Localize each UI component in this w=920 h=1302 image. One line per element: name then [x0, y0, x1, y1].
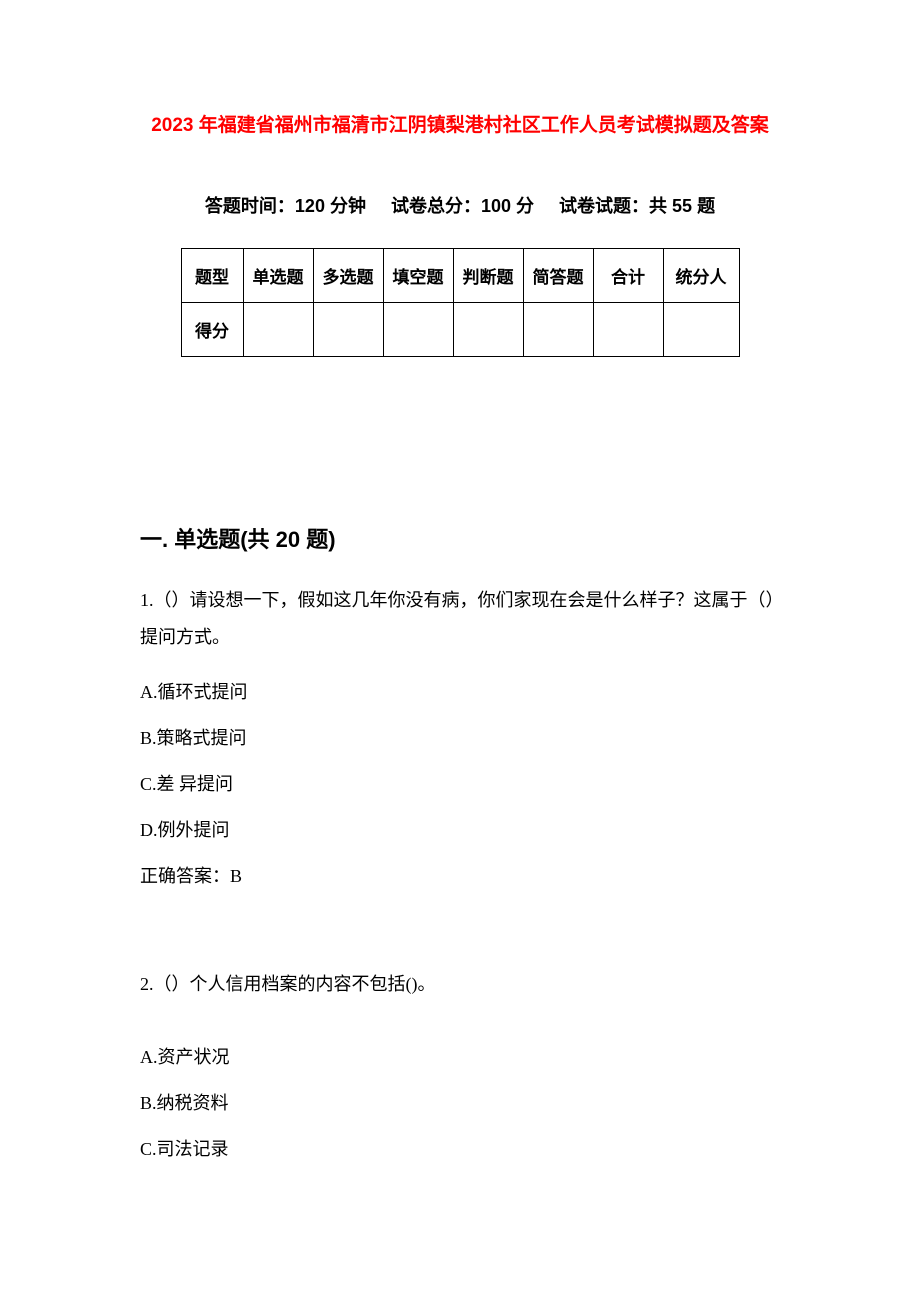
- row1-label: 题型: [181, 249, 243, 303]
- score-scorer: [663, 303, 739, 357]
- score-total: [593, 303, 663, 357]
- score-judge: [453, 303, 523, 357]
- q1-option-a: A.循环式提问: [140, 678, 780, 704]
- table-header-row: 题型 单选题 多选题 填空题 判断题 简答题 合计 统分人: [181, 249, 739, 303]
- total-value: 100 分: [481, 196, 534, 216]
- q1-option-d: D.例外提问: [140, 816, 780, 842]
- col-total: 合计: [593, 249, 663, 303]
- col-judge: 判断题: [453, 249, 523, 303]
- question-1-block: 1.（）请设想一下，假如这几年你没有病，你们家现在会是什么样子？这属于（）提问方…: [140, 582, 780, 888]
- q1-text: 1.（）请设想一下，假如这几年你没有病，你们家现在会是什么样子？这属于（）提问方…: [140, 582, 780, 656]
- col-single: 单选题: [243, 249, 313, 303]
- q1-answer: 正确答案：B: [140, 862, 780, 888]
- question-2-block: 2.（）个人信用档案的内容不包括()。 A.资产状况 B.纳税资料 C.司法记录: [140, 966, 780, 1161]
- q2-option-a: A.资产状况: [140, 1043, 780, 1069]
- col-short: 简答题: [523, 249, 593, 303]
- q2-text: 2.（）个人信用档案的内容不包括()。: [140, 966, 780, 1003]
- table-score-row: 得分: [181, 303, 739, 357]
- col-fill: 填空题: [383, 249, 453, 303]
- score-fill: [383, 303, 453, 357]
- q1-option-b: B.策略式提问: [140, 724, 780, 750]
- time-label: 答题时间：: [205, 196, 295, 216]
- questions-value: 共 55 题: [649, 196, 715, 216]
- score-multi: [313, 303, 383, 357]
- exam-info-line: 答题时间：120 分钟 试卷总分：100 分 试卷试题：共 55 题: [140, 192, 780, 218]
- q1-option-c: C.差 异提问: [140, 770, 780, 796]
- row2-label: 得分: [181, 303, 243, 357]
- time-value: 120 分钟: [295, 196, 366, 216]
- score-short: [523, 303, 593, 357]
- section-1-heading: 一. 单选题(共 20 题): [140, 522, 780, 554]
- score-single: [243, 303, 313, 357]
- total-label: 试卷总分：: [391, 196, 481, 216]
- q2-option-b: B.纳税资料: [140, 1089, 780, 1115]
- exam-title: 2023 年福建省福州市福清市江阴镇梨港村社区工作人员考试模拟题及答案: [140, 110, 780, 137]
- col-multi: 多选题: [313, 249, 383, 303]
- score-table: 题型 单选题 多选题 填空题 判断题 简答题 合计 统分人 得分: [181, 248, 740, 357]
- col-scorer: 统分人: [663, 249, 739, 303]
- q2-option-c: C.司法记录: [140, 1135, 780, 1161]
- questions-label: 试卷试题：: [559, 196, 649, 216]
